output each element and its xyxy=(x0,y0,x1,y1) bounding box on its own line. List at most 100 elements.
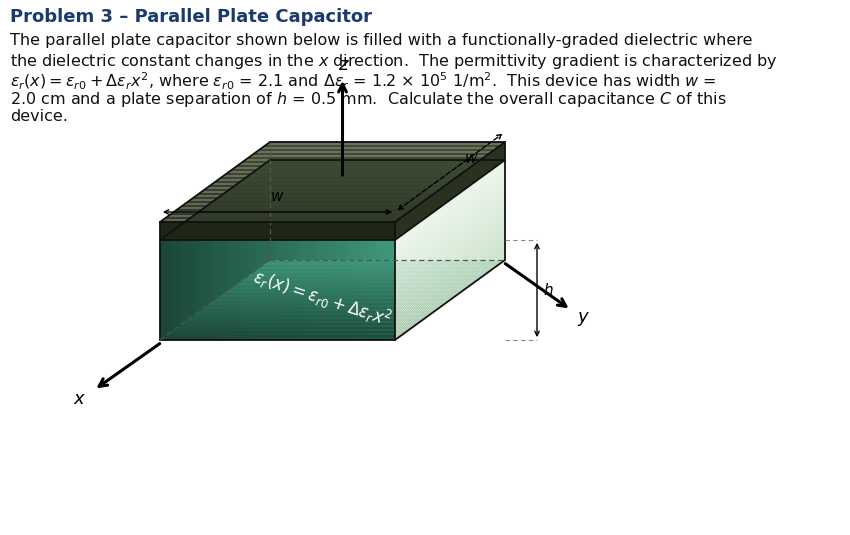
Polygon shape xyxy=(395,167,505,248)
Polygon shape xyxy=(195,213,432,215)
Polygon shape xyxy=(395,248,505,330)
Polygon shape xyxy=(395,187,505,269)
Polygon shape xyxy=(395,242,505,323)
Polygon shape xyxy=(395,236,505,318)
Polygon shape xyxy=(160,200,270,281)
Polygon shape xyxy=(173,330,410,331)
Polygon shape xyxy=(246,276,483,277)
Polygon shape xyxy=(202,190,439,192)
Polygon shape xyxy=(317,240,320,340)
Polygon shape xyxy=(348,240,352,340)
Polygon shape xyxy=(224,192,461,193)
Polygon shape xyxy=(320,240,325,340)
Polygon shape xyxy=(220,177,457,178)
Polygon shape xyxy=(199,211,435,212)
Polygon shape xyxy=(160,243,270,325)
Polygon shape xyxy=(162,219,399,220)
Polygon shape xyxy=(188,319,424,320)
Polygon shape xyxy=(160,223,270,305)
Polygon shape xyxy=(395,180,505,262)
Polygon shape xyxy=(206,305,443,307)
Polygon shape xyxy=(160,235,270,317)
Polygon shape xyxy=(237,182,473,184)
Polygon shape xyxy=(252,272,489,273)
Polygon shape xyxy=(269,240,274,340)
Text: $h$: $h$ xyxy=(543,282,553,298)
Polygon shape xyxy=(395,175,505,257)
Polygon shape xyxy=(395,240,505,322)
Polygon shape xyxy=(162,238,399,239)
Polygon shape xyxy=(261,265,497,266)
Polygon shape xyxy=(239,163,476,165)
Polygon shape xyxy=(196,194,434,195)
Text: Problem 3 – Parallel Plate Capacitor: Problem 3 – Parallel Plate Capacitor xyxy=(10,8,372,26)
Polygon shape xyxy=(259,149,496,150)
Polygon shape xyxy=(218,178,456,179)
Polygon shape xyxy=(179,240,184,340)
Polygon shape xyxy=(160,184,270,265)
Polygon shape xyxy=(395,185,505,266)
Polygon shape xyxy=(305,240,309,340)
Polygon shape xyxy=(215,181,452,182)
Polygon shape xyxy=(266,162,503,163)
Polygon shape xyxy=(160,182,270,263)
Polygon shape xyxy=(242,179,479,180)
Polygon shape xyxy=(160,197,270,278)
Polygon shape xyxy=(261,147,497,149)
Polygon shape xyxy=(167,215,404,217)
Polygon shape xyxy=(259,167,496,168)
Polygon shape xyxy=(356,240,360,340)
Polygon shape xyxy=(160,198,270,280)
Polygon shape xyxy=(244,277,481,279)
Polygon shape xyxy=(169,232,406,233)
Polygon shape xyxy=(196,312,434,314)
Polygon shape xyxy=(171,231,408,232)
Polygon shape xyxy=(253,171,490,172)
Polygon shape xyxy=(277,240,281,340)
Polygon shape xyxy=(164,336,400,338)
Polygon shape xyxy=(160,160,270,242)
Text: $z$: $z$ xyxy=(337,56,349,74)
Polygon shape xyxy=(395,205,505,287)
Polygon shape xyxy=(201,192,437,193)
Polygon shape xyxy=(263,164,500,165)
Polygon shape xyxy=(160,215,270,297)
Polygon shape xyxy=(383,240,387,340)
Polygon shape xyxy=(160,238,270,320)
Polygon shape xyxy=(252,154,489,155)
Polygon shape xyxy=(164,236,400,238)
Polygon shape xyxy=(253,152,490,154)
Polygon shape xyxy=(160,193,270,275)
Polygon shape xyxy=(160,221,270,303)
Polygon shape xyxy=(190,317,426,319)
Polygon shape xyxy=(367,240,371,340)
Polygon shape xyxy=(395,247,505,328)
Polygon shape xyxy=(248,157,484,158)
Polygon shape xyxy=(250,240,254,340)
Polygon shape xyxy=(395,195,505,277)
Polygon shape xyxy=(160,212,270,293)
Polygon shape xyxy=(217,197,454,198)
Polygon shape xyxy=(250,173,487,174)
Polygon shape xyxy=(211,240,215,340)
Polygon shape xyxy=(255,269,492,271)
Polygon shape xyxy=(160,192,270,273)
Polygon shape xyxy=(309,240,313,340)
Polygon shape xyxy=(379,240,383,340)
Polygon shape xyxy=(203,240,207,340)
Polygon shape xyxy=(395,212,505,293)
Polygon shape xyxy=(188,201,424,202)
Polygon shape xyxy=(160,202,270,284)
Polygon shape xyxy=(160,162,270,243)
Polygon shape xyxy=(250,155,487,157)
Polygon shape xyxy=(360,240,364,340)
Polygon shape xyxy=(230,240,235,340)
Polygon shape xyxy=(220,195,457,196)
Polygon shape xyxy=(268,142,505,143)
Polygon shape xyxy=(395,225,505,307)
Polygon shape xyxy=(395,188,505,270)
Polygon shape xyxy=(340,240,344,340)
Polygon shape xyxy=(180,206,417,208)
Polygon shape xyxy=(160,232,270,314)
Polygon shape xyxy=(395,254,505,335)
